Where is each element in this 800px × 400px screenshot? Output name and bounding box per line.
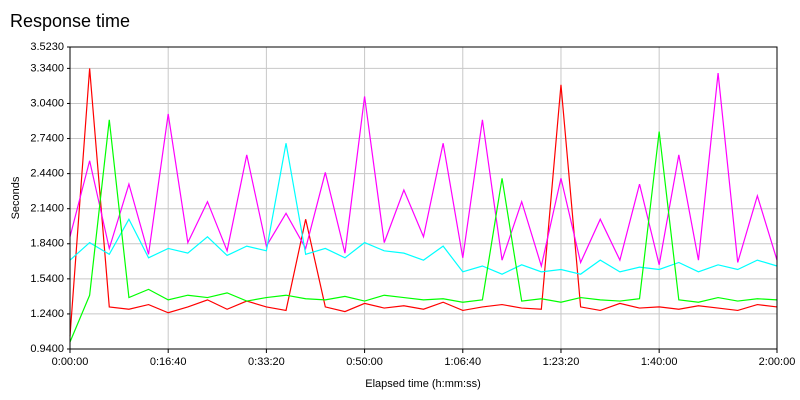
y-tick-label: 1.8400 — [30, 238, 64, 250]
series-line — [69, 143, 778, 275]
y-axis-label: Seconds — [10, 176, 22, 219]
y-tick-label: 1.2400 — [30, 308, 64, 320]
y-tick-label: 3.3400 — [30, 62, 64, 74]
y-tick-label: 2.4400 — [30, 168, 64, 180]
plot-border — [69, 46, 778, 350]
x-tick-label: 0:16:40 — [150, 356, 187, 368]
y-tick-label: 2.7400 — [30, 132, 64, 144]
y-tick-label: 3.0400 — [30, 97, 64, 109]
y-tick-label: 3.5230 — [30, 41, 64, 53]
x-tick-label: 1:06:40 — [444, 356, 481, 368]
x-tick-label: 0:33:20 — [248, 356, 285, 368]
x-tick-label: 2:00:00 — [759, 356, 796, 368]
series-line — [69, 68, 778, 337]
x-tick-label: 1:40:00 — [641, 356, 678, 368]
chart-title: Response time — [10, 11, 130, 31]
y-tick-label: 1.5400 — [30, 273, 64, 285]
y-tick-label: 0.9400 — [30, 343, 64, 355]
y-tick-label: 2.1400 — [30, 203, 64, 215]
series-line — [69, 119, 778, 343]
x-tick-label: 0:00:00 — [52, 356, 89, 368]
x-tick-label: 1:23:20 — [543, 356, 580, 368]
x-tick-label: 0:50:00 — [346, 356, 383, 368]
series-line — [69, 73, 778, 269]
x-axis-label: Elapsed time (h:mm:ss) — [365, 378, 481, 390]
